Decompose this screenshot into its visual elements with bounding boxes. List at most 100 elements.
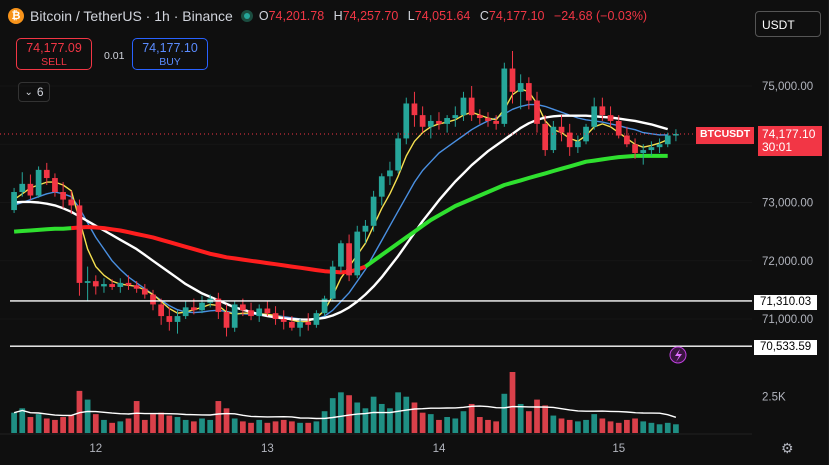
candle-body (673, 133, 679, 136)
volume-bar (411, 402, 418, 433)
volume-bar (525, 411, 532, 433)
candle-body (133, 285, 140, 289)
candle-body (550, 126, 557, 151)
volume-bar (370, 396, 377, 433)
candle-body (264, 308, 271, 314)
candle-body (575, 141, 581, 148)
candle-body (248, 310, 254, 317)
sell-button[interactable]: 74,177.09 SELL (16, 38, 92, 70)
volume-bar (199, 418, 205, 433)
chevron-down-icon: ⌄ (24, 86, 33, 98)
volume-bar (280, 419, 287, 433)
volume-bar (468, 403, 475, 433)
candle-body (329, 266, 336, 299)
price-tick-label: 73,000.00 (762, 198, 813, 210)
candle-body (525, 83, 532, 101)
candle-body (52, 178, 58, 193)
symbol-header: ₿ Bitcoin / TetherUS · 1h · Binance O74,… (8, 6, 653, 26)
volume-bar (624, 419, 630, 433)
volume-bar (583, 419, 589, 433)
symbol-badge: BTCUSDT (696, 127, 755, 144)
ohlc-low-label: L (407, 9, 415, 23)
candle-body (109, 284, 115, 287)
volume-bar (640, 421, 647, 433)
candle-body (509, 68, 516, 92)
volume-bar (52, 419, 58, 433)
buy-button[interactable]: 74,177.10 BUY (132, 38, 208, 70)
currency-select[interactable]: USDT (755, 11, 821, 37)
volume-bar (329, 398, 336, 433)
candle-body (452, 115, 459, 119)
volume-bar (272, 421, 279, 433)
time-axis[interactable]: 12 13 14 15 (89, 443, 625, 455)
candle-body (27, 183, 34, 196)
time-tick-label: 13 (261, 443, 274, 455)
candle-body (338, 243, 344, 267)
candle-body (615, 120, 622, 136)
volume-bar (566, 419, 573, 433)
volume-bar (460, 411, 467, 433)
candle-body (76, 205, 83, 283)
lightning-icon (675, 349, 682, 362)
candle-body (640, 150, 647, 153)
ohlc-change: −24.68 (−0.03%) (553, 9, 648, 23)
candle-body (280, 319, 287, 322)
volume-bar (615, 422, 622, 433)
candle-body (174, 316, 181, 322)
gear-icon[interactable]: ⚙ (781, 440, 794, 456)
candle-body (436, 120, 442, 124)
ma-red-line (71, 225, 367, 275)
candle-body (395, 138, 401, 171)
volume-bar (387, 408, 393, 433)
candle-body (158, 304, 165, 317)
volume-bar (476, 417, 483, 433)
candle-body (11, 192, 17, 211)
indicators-toggle-button[interactable]: ⌄ 6 (18, 82, 50, 102)
candle-body (305, 321, 312, 325)
candle-body (607, 115, 614, 121)
ohlc-close: 74,177.10 (488, 9, 545, 23)
candle-body (117, 282, 124, 287)
ohlc-close-label: C (479, 9, 489, 23)
candle-body (501, 68, 508, 124)
volume-bar (664, 422, 671, 433)
volume-bar (346, 395, 352, 433)
volume-bar (436, 419, 442, 433)
volume-bar (84, 399, 91, 433)
candle-body (313, 313, 320, 325)
volume-bar (362, 408, 369, 433)
symbol-title[interactable]: Bitcoin / TetherUS · 1h · Binance (30, 8, 233, 24)
volume-ma-line (13, 405, 677, 420)
volume-bar (321, 411, 328, 433)
volume-bar (141, 419, 148, 433)
volume-bar (11, 412, 17, 433)
ohlc-high-label: H (333, 9, 343, 23)
candle-body (411, 103, 418, 116)
candle-body (444, 118, 450, 124)
candle-body (190, 307, 197, 311)
candle-body (542, 123, 549, 151)
volume-tick-label: 2.5K (762, 392, 786, 404)
candle-body (460, 97, 467, 116)
candle-body (387, 170, 393, 177)
horizontal-lines[interactable] (10, 300, 752, 347)
candle-body (656, 144, 663, 148)
candle-body (231, 304, 238, 328)
candle-body (664, 135, 671, 145)
volume-bar (19, 408, 26, 433)
hline-label[interactable]: 70,533.59 (754, 340, 818, 355)
candle-body (166, 316, 173, 322)
indicators-count: 6 (36, 85, 44, 99)
candle-body (125, 282, 132, 286)
candle-body (19, 183, 26, 193)
alert-lightning-icon[interactable] (669, 346, 687, 364)
volume-bar (174, 417, 181, 433)
volume-bar (313, 421, 320, 433)
candles (11, 51, 679, 337)
volume-bar (125, 418, 132, 433)
candle-body (84, 281, 91, 283)
volume-bar (403, 396, 410, 433)
hline-label[interactable]: 71,310.03 (754, 295, 818, 310)
volume-bar (354, 402, 361, 433)
